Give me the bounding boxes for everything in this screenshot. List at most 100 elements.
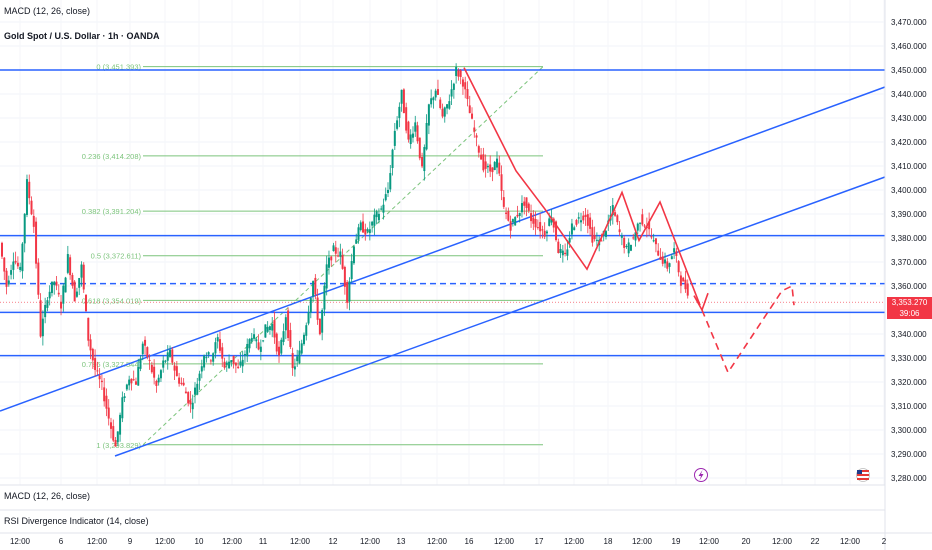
candle-body <box>207 352 210 355</box>
projection-path[interactable] <box>701 284 795 375</box>
candle-body <box>125 384 128 390</box>
candle-body <box>359 222 362 231</box>
candle-body <box>275 333 278 352</box>
candle-body <box>16 262 19 267</box>
fib-level-label: 0.5 (3,372.611) <box>91 252 142 261</box>
candle-body <box>21 243 24 272</box>
candle-body <box>450 89 453 97</box>
candle-body <box>475 135 478 138</box>
candle-body <box>300 343 303 354</box>
candle-body <box>604 231 607 237</box>
candle-body <box>384 194 387 201</box>
candle-body <box>620 235 623 238</box>
candle-body <box>180 382 183 384</box>
candle-body <box>1 242 3 257</box>
y-tick-label: 3,360.000 <box>891 282 927 291</box>
candle-body <box>132 379 135 381</box>
candle-body <box>457 70 460 77</box>
candle-body <box>10 270 13 275</box>
candle-body <box>666 261 669 269</box>
countdown-tag: 39:06 <box>887 308 932 319</box>
price-axis[interactable]: 3,280.000 3,290.000 3,300.000 3,310.000 3,32… <box>884 0 927 550</box>
candle-body <box>436 89 439 95</box>
candle-body <box>498 162 501 174</box>
y-tick-label: 3,290.000 <box>891 450 927 459</box>
candle-body <box>273 320 276 338</box>
candle-body <box>541 229 544 231</box>
candle-body <box>232 355 235 364</box>
fibonacci-retracement[interactable]: 0 (3,451.393) 0.236 (3,414.208) 0.382 (3,3… <box>82 63 544 450</box>
candle-body <box>150 364 153 373</box>
candle-body <box>14 260 17 263</box>
candle-body <box>430 98 433 105</box>
candle-body <box>221 347 224 359</box>
pattern-zigzag <box>463 67 701 306</box>
lightning-icon[interactable] <box>694 468 708 482</box>
candlesticks <box>1 63 689 447</box>
candle-body <box>484 161 487 169</box>
candle-body <box>103 387 106 402</box>
candle-body <box>209 360 212 362</box>
candle-body <box>480 154 483 160</box>
candle-body <box>677 261 680 273</box>
candle-body <box>141 343 144 355</box>
candle-body <box>153 366 156 378</box>
candle-body <box>159 370 162 379</box>
candle-body <box>173 365 176 371</box>
candle-body <box>325 264 328 289</box>
y-tick-label: 3,380.000 <box>891 234 927 243</box>
candle-body <box>337 255 340 257</box>
candle-body <box>55 281 58 286</box>
candle-body <box>543 230 546 237</box>
candle-body <box>373 214 376 226</box>
x-tick-label: 12:00 <box>564 537 585 546</box>
candle-body <box>591 227 594 243</box>
candle-body <box>264 324 267 338</box>
rsi-pane-label[interactable]: RSI Divergence Indicator (14, close) <box>4 516 149 526</box>
macd-pane-label[interactable]: MACD (12, 26, close) <box>4 491 91 501</box>
candle-body <box>616 215 619 223</box>
candle-body <box>473 127 476 132</box>
candle-body <box>352 246 355 264</box>
candle-body <box>514 217 517 226</box>
candle-body <box>639 222 642 224</box>
candle-body <box>134 381 137 385</box>
candle-body <box>423 147 426 172</box>
candle-body <box>421 156 424 167</box>
candle-body <box>155 380 158 386</box>
y-tick-label: 3,450.000 <box>891 66 927 75</box>
candle-body <box>582 215 585 221</box>
indicator-label-top[interactable]: MACD (12, 26, close) <box>4 6 91 16</box>
candle-body <box>448 101 451 109</box>
fib-level-label: 1 (3,293.829) <box>96 441 141 450</box>
x-tick-label: 11 <box>259 537 268 546</box>
candle-body <box>570 223 573 235</box>
candle-body <box>595 239 598 241</box>
candle-body <box>96 370 99 372</box>
candle-body <box>184 391 187 394</box>
candle-body <box>461 79 464 87</box>
candle-body <box>611 205 614 216</box>
x-tick-label: 12:00 <box>772 537 793 546</box>
candle-body <box>600 240 603 242</box>
candle-body <box>289 330 292 347</box>
y-tick-label: 3,340.000 <box>891 330 927 339</box>
y-tick-label: 3,320.000 <box>891 378 927 387</box>
x-tick-label: 12:00 <box>155 537 176 546</box>
candle-body <box>339 251 342 257</box>
candle-body <box>350 261 353 280</box>
time-axis[interactable]: 12:00 6 12:00 9 12:00 10 12:00 11 12:00 12 12:00 13… <box>0 484 932 546</box>
candle-body <box>234 362 237 366</box>
candle-body <box>169 349 172 357</box>
candle-body <box>255 339 258 342</box>
candle-body <box>486 165 489 168</box>
candle-body <box>416 125 419 142</box>
candle-body <box>509 221 512 231</box>
candle-body <box>278 346 281 356</box>
x-tick-label: 17 <box>535 537 544 546</box>
x-tick-label: 20 <box>742 537 751 546</box>
candle-body <box>530 213 533 222</box>
us-flag-icon[interactable] <box>856 468 870 482</box>
candle-body <box>296 356 299 362</box>
